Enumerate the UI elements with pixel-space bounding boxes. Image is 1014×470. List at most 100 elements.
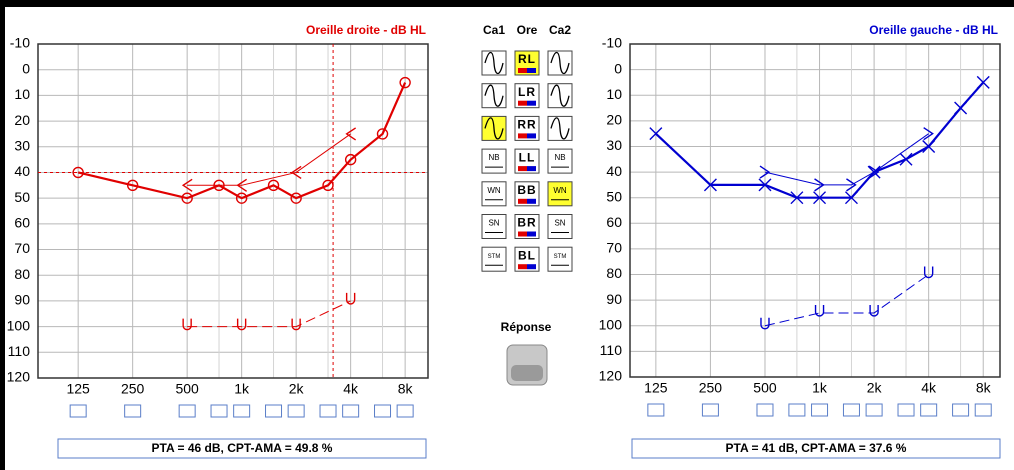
stimulus-button[interactable] — [481, 181, 507, 207]
frequency-checkbox[interactable] — [374, 404, 392, 418]
frequency-checkbox[interactable] — [319, 404, 337, 418]
frequency-checkbox[interactable] — [897, 403, 915, 417]
frequency-checkbox[interactable] — [811, 403, 829, 417]
frequency-checkbox[interactable] — [788, 403, 806, 417]
threshold-marker — [703, 178, 717, 192]
x-tick-label: 500 — [753, 380, 777, 396]
ear-stripe-left — [527, 166, 536, 172]
button-label: SN — [554, 219, 565, 228]
y-tick-label: 100 — [7, 317, 31, 333]
y-tick-label: 30 — [14, 137, 30, 153]
ear-stripe-right — [518, 100, 527, 106]
y-tick-label: 80 — [14, 266, 30, 282]
x-tick-label: 4k — [343, 381, 359, 397]
frequency-checkbox[interactable] — [920, 403, 938, 417]
ear-stripe-right — [518, 264, 527, 270]
y-tick-label: 30 — [606, 137, 622, 153]
ear-stripe-left — [527, 231, 536, 237]
plot-frame — [629, 43, 1001, 378]
ear-stripe-left — [527, 264, 536, 270]
column-header: Ca1 — [483, 23, 505, 37]
frequency-checkbox[interactable] — [396, 404, 414, 418]
threshold-marker — [923, 127, 934, 141]
threshold-line — [764, 133, 929, 186]
stimulus-button[interactable] — [481, 214, 507, 239]
x-tick-label: 125 — [644, 380, 668, 396]
y-tick-label: 120 — [599, 368, 623, 384]
frequency-checkbox[interactable] — [952, 403, 970, 417]
threshold-marker — [760, 317, 770, 330]
pta-box — [57, 438, 427, 459]
button-icon — [550, 51, 570, 75]
frequency-checkbox[interactable] — [842, 403, 860, 417]
stimulus-button[interactable] — [547, 246, 573, 272]
threshold-line — [187, 133, 351, 186]
button-label: STM — [554, 254, 567, 260]
button-icon — [484, 51, 504, 75]
stimulus-button[interactable] — [547, 214, 573, 239]
stimulus-button[interactable] — [547, 148, 573, 174]
y-tick-label: 90 — [606, 291, 622, 307]
frequency-checkbox[interactable] — [701, 403, 719, 417]
frequency-checkbox[interactable] — [974, 403, 992, 417]
response-button-face — [511, 365, 543, 381]
y-tick-label: 20 — [14, 112, 30, 128]
frequency-checkbox[interactable] — [265, 404, 283, 418]
frequency-checkbox[interactable] — [178, 404, 196, 418]
frequency-checkbox[interactable] — [210, 404, 228, 418]
x-tick-label: 8k — [398, 381, 414, 397]
y-tick-label: 40 — [606, 163, 622, 179]
threshold-marker — [181, 192, 193, 204]
threshold-marker — [649, 127, 663, 141]
threshold-marker — [899, 152, 913, 166]
plot-frame — [37, 43, 429, 379]
frequency-checkbox[interactable] — [124, 404, 142, 418]
ear-label: RL — [518, 52, 536, 66]
y-tick-label: 60 — [606, 214, 622, 230]
frequency-checkbox[interactable] — [865, 403, 883, 417]
left-edge — [0, 0, 5, 470]
threshold-marker — [345, 292, 356, 305]
stimulus-button[interactable] — [481, 246, 507, 272]
button-label: NB — [488, 153, 499, 162]
frequency-checkbox[interactable] — [342, 404, 360, 418]
button-icon — [550, 117, 570, 140]
button-icon — [484, 84, 504, 107]
threshold-marker — [954, 101, 968, 115]
button-icon — [550, 84, 570, 107]
frequency-checkbox[interactable] — [287, 404, 305, 418]
stimulus-button[interactable] — [547, 181, 573, 207]
threshold-marker — [376, 128, 389, 140]
frequency-checkbox[interactable] — [647, 403, 665, 417]
title-bar — [0, 0, 1014, 7]
threshold-marker — [814, 178, 825, 192]
threshold-marker — [181, 178, 193, 192]
threshold-marker — [814, 304, 825, 317]
threshold-marker — [844, 191, 858, 205]
button-label: SN — [488, 219, 499, 228]
stimulus-button[interactable] — [481, 115, 507, 141]
ear-stripe-left — [527, 198, 536, 204]
x-tick-label: 250 — [699, 380, 723, 396]
control-panel: Ca1 Ore Ca2 RL LR RR NB NB LL WN WN BB SN SN BR STM STM B… — [481, 23, 573, 386]
stimulus-button[interactable] — [481, 148, 507, 174]
x-tick-label: 2k — [867, 380, 883, 396]
x-tick-label: 250 — [121, 381, 145, 397]
button-label: WN — [553, 186, 567, 195]
ear-stripe-right — [518, 133, 527, 139]
threshold-marker — [344, 153, 357, 166]
ear-stripe-left — [527, 100, 536, 106]
threshold-marker — [399, 76, 411, 89]
frequency-checkbox[interactable] — [69, 404, 87, 418]
y-tick-label: 10 — [14, 86, 30, 102]
frequency-checkbox[interactable] — [756, 403, 774, 417]
column-header: Ca2 — [549, 23, 571, 37]
threshold-line — [187, 300, 351, 328]
threshold-marker — [236, 318, 247, 331]
y-tick-label: 0 — [22, 60, 30, 76]
frequency-checkbox[interactable] — [233, 404, 251, 418]
x-tick-label: 500 — [175, 381, 199, 397]
ear-stripe-right — [518, 68, 527, 73]
ear-stripe-right — [518, 166, 527, 172]
threshold-marker — [976, 75, 990, 89]
